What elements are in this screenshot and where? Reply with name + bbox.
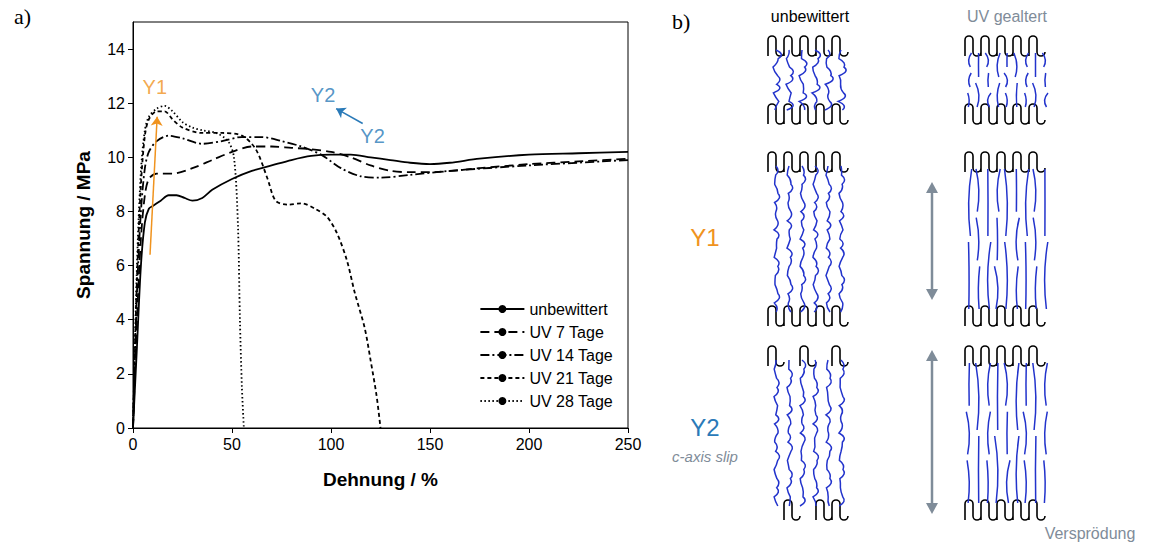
svg-text:UV gealtert: UV gealtert <box>967 8 1048 25</box>
svg-text:8: 8 <box>116 203 125 220</box>
svg-text:2: 2 <box>116 365 125 382</box>
svg-text:12: 12 <box>107 95 125 112</box>
svg-text:0: 0 <box>129 436 138 453</box>
svg-text:unbewittert: unbewittert <box>771 8 850 25</box>
svg-text:6: 6 <box>116 257 125 274</box>
svg-text:4: 4 <box>116 311 125 328</box>
svg-text:UV 21 Tage: UV 21 Tage <box>529 370 612 387</box>
svg-text:Spannung / MPa: Spannung / MPa <box>73 151 94 299</box>
svg-text:250: 250 <box>615 436 642 453</box>
svg-text:Versprödung: Versprödung <box>1045 525 1136 542</box>
svg-text:0: 0 <box>116 420 125 437</box>
svg-text:14: 14 <box>107 41 125 58</box>
svg-text:Y2: Y2 <box>690 414 719 441</box>
svg-text:Dehnung / %: Dehnung / % <box>323 469 438 490</box>
svg-text:10: 10 <box>107 149 125 166</box>
svg-text:100: 100 <box>318 436 345 453</box>
html-text:a): a) <box>14 4 32 29</box>
svg-text:unbewittert: unbewittert <box>529 301 608 318</box>
svg-text:b): b) <box>672 9 690 34</box>
svg-text:UV 7 Tage: UV 7 Tage <box>529 324 604 341</box>
svg-text:200: 200 <box>516 436 543 453</box>
svg-text:Y2: Y2 <box>360 125 384 147</box>
svg-text:UV 14 Tage: UV 14 Tage <box>529 347 612 364</box>
svg-text:150: 150 <box>417 436 444 453</box>
svg-text:Y1: Y1 <box>690 224 719 251</box>
svg-text:UV 28 Tage: UV 28 Tage <box>529 393 612 410</box>
svg-text:c-axis slip: c-axis slip <box>672 448 738 465</box>
svg-text:50: 50 <box>223 436 241 453</box>
svg-text:Y2: Y2 <box>311 84 335 106</box>
svg-text:Y1: Y1 <box>143 76 167 98</box>
